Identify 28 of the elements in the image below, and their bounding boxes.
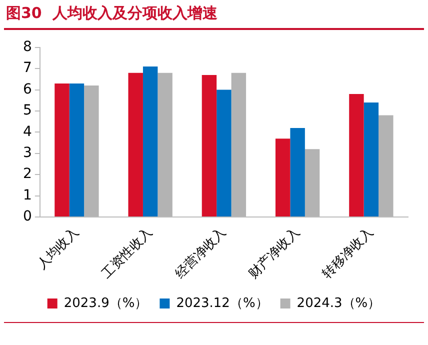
bar xyxy=(275,138,290,217)
bar xyxy=(290,128,305,217)
legend-label: 2024.3（%） xyxy=(296,296,381,311)
x-tick-label: 工资性收入 xyxy=(98,225,156,282)
bar xyxy=(69,83,84,217)
bar xyxy=(202,74,217,217)
y-tick-label: 8 xyxy=(22,39,32,56)
chart-title: 图30 人均收入及分项收入增速 xyxy=(6,4,218,23)
y-tick-label: 2 xyxy=(22,166,32,182)
y-tick-label: 0 xyxy=(22,208,32,225)
y-tick-label: 7 xyxy=(22,60,32,76)
y-tick-label: 5 xyxy=(22,102,32,119)
x-tick-label: 人均收入 xyxy=(34,225,82,273)
y-tick-label: 6 xyxy=(22,81,32,98)
bar xyxy=(364,102,379,217)
legend-label: 2023.12（%） xyxy=(176,296,268,311)
x-tick-label: 经营净收入 xyxy=(172,225,230,282)
x-tick-label: 财产净收入 xyxy=(246,225,303,282)
bar xyxy=(54,83,70,217)
y-tick-label: 1 xyxy=(22,187,32,204)
bar xyxy=(349,94,364,217)
y-tick-label: 3 xyxy=(22,145,32,162)
bar xyxy=(216,90,232,217)
x-tick-label: 转移净收入 xyxy=(320,225,376,282)
y-tick-label: 4 xyxy=(22,124,32,140)
bar xyxy=(128,72,143,217)
bar xyxy=(142,66,158,217)
legend-label: 2023.9（%） xyxy=(64,296,148,311)
